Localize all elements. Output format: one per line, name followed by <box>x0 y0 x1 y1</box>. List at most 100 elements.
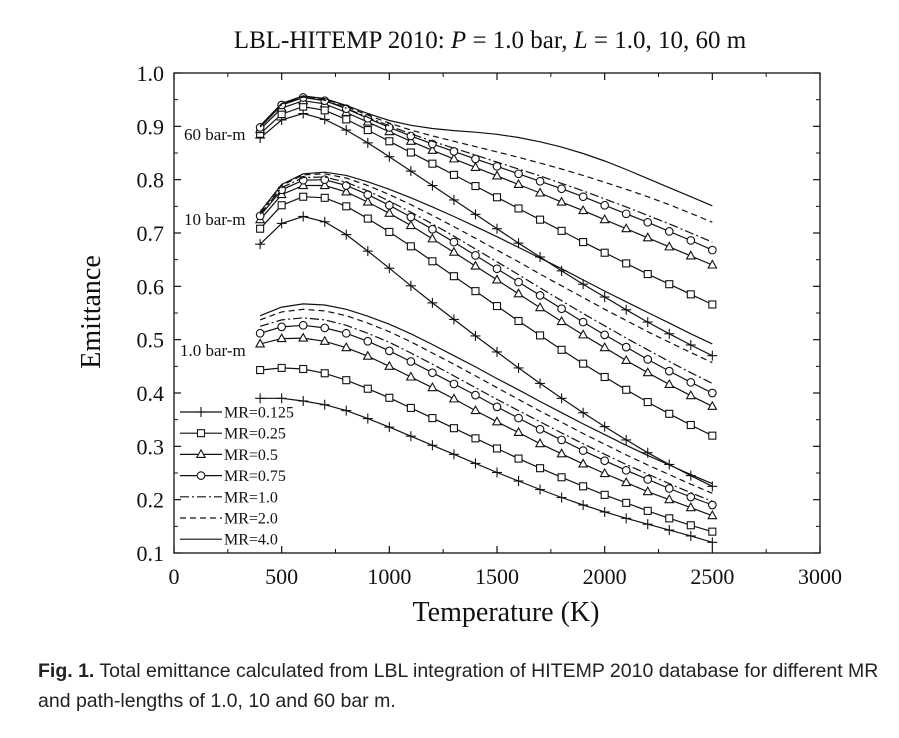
series-10-bar-m-mr-0-75-point <box>578 317 588 327</box>
series-1-0-bar-m-mr-0-25-point <box>643 506 652 515</box>
series-1-0-bar-m-mr-0-75-point <box>384 346 394 356</box>
series-10-bar-m-mr-0-25-point <box>428 257 437 266</box>
series-60-bar-m-mr-0-5-point <box>513 178 524 189</box>
series-60-bar-m-mr-0-5-point <box>427 144 438 154</box>
series-1-0-bar-m-mr-0-5-point <box>577 458 589 468</box>
series-10-bar-m-mr-0-25-point <box>622 385 631 394</box>
series-10-bar-m-mr-0-25-point <box>579 359 588 368</box>
series-10-bar-m-mr-0-25-point <box>686 420 695 430</box>
series-60-bar-m-mr-0-125-point <box>642 317 653 328</box>
legend-item-mr-0-5: MR=0.5 <box>180 447 278 464</box>
series-1-0-bar-m-mr-0-5-point <box>276 332 287 343</box>
series-1-0-bar-m-mr-0-75-point <box>600 456 610 466</box>
series-10-bar-m-mr-0-125-point <box>384 263 395 274</box>
series-10-bar-m-mr-0-125-point <box>341 229 352 240</box>
series-10-bar-m-mr-0-5-point <box>556 315 567 326</box>
series-60-bar-m-mr-0-25-point <box>557 226 566 235</box>
series-10-bar-m-mr-0-5-point <box>707 400 718 410</box>
series-10-bar-m-mr-0-25-point <box>536 331 545 340</box>
x-tick-label: 2500 <box>690 564 734 589</box>
x-tick-label: 500 <box>265 564 298 589</box>
series-10-bar-m-mr-0-25-point <box>665 409 674 418</box>
series-1-0-bar-m-mr-0-25-point <box>385 393 394 402</box>
series-60-bar-m-mr-0-25-point <box>428 159 437 168</box>
series-10-bar-m-mr-0-5-point <box>664 378 675 389</box>
series-10-bar-m-mr-0-125-point <box>707 481 718 492</box>
series-10-bar-m-mr-0-125-point <box>470 330 481 341</box>
series-1-0-bar-m-mr-0-125-point <box>664 525 675 536</box>
legend-label: MR=0.25 <box>224 426 286 443</box>
series-60-bar-m-mr-0-25-point <box>643 270 652 279</box>
series-1-0-bar-m-mr-0-125-point <box>384 422 395 433</box>
series-60-bar-m-mr-0-25-point <box>579 238 588 247</box>
series-1-0-bar-m-mr-0-125-point <box>556 492 567 503</box>
series-10-bar-m-mr-0-75-point <box>471 251 480 260</box>
series-1-0-bar-m-mr-0-125-point <box>535 484 546 495</box>
legend-item-mr-0-75: MR=0.75 <box>180 468 286 485</box>
legend-label: MR=4.0 <box>224 532 278 549</box>
series-10-bar-m-mr-0-125-point <box>664 459 675 470</box>
series-10-bar-m-mr-0-5-point <box>599 342 610 352</box>
series-10-bar-m-mr-0-75-point <box>664 366 674 376</box>
series-10-bar-m-mr-0-5-point <box>470 260 481 270</box>
series-10-bar-m-mr-0-25-point <box>600 372 609 382</box>
series-60-bar-m-mr-0-5-point <box>470 161 481 171</box>
series-60-bar-m-mr-0-75-point <box>643 217 653 227</box>
series-10-bar-m-mr-0-125-point <box>513 362 524 373</box>
series-60-bar-m-mr-0-5-line <box>259 100 713 266</box>
series-1-0-bar-m-mr-0-25-point <box>406 403 415 412</box>
series-10-bar-m-mr-0-125-point <box>642 447 653 458</box>
series-10-bar-m-mr-0-5-point <box>362 196 373 206</box>
y-tick-label: 0.7 <box>137 221 165 246</box>
series-1-0-bar-m-mr-0-125-point <box>685 530 696 541</box>
series-1-0-bar-m-mr-0-25-point <box>277 363 286 372</box>
series-60-bar-m-mr-0-25-point <box>385 137 394 146</box>
series-1-0-bar-m-mr-0-25-point <box>342 376 351 385</box>
series-60-bar-m-mr-0-125-point <box>621 304 632 315</box>
series-60-bar-m-mr-0-5-point <box>599 214 610 224</box>
series-1-0-bar-m-mr-0-5-point <box>621 476 632 487</box>
series-10-bar-m-mr-0-125-point <box>298 211 309 222</box>
series-1-0-bar-m-mr-0-75-point <box>557 435 566 445</box>
series-1-0-bar-m-mr-0-5-point <box>664 494 675 504</box>
series-10-bar-m-mr-0-125-point <box>599 421 610 432</box>
series-60-bar-m-mr-0-125-point <box>492 223 502 234</box>
series-1-0-bar-m-mr-0-25-line <box>260 367 713 533</box>
series-60-bar-m-mr-0-5-point <box>621 223 632 233</box>
series-10-bar-m-mr-0-5-point <box>685 390 696 400</box>
series-1-0-bar-m-mr-0-25-point <box>686 521 695 530</box>
series-10-bar-m-mr-0-25-point <box>514 316 523 326</box>
series-1-0-bar-m-mr-0-25-point <box>665 514 674 523</box>
series-1-0-bar-m-mr-0-75-point <box>707 500 717 510</box>
series-60-bar-m-mr-4-0-line <box>259 95 713 207</box>
series-10-bar-m-mr-0-25-point <box>277 201 286 210</box>
series-60-bar-m-mr-0-25-point <box>686 290 695 299</box>
legend-marker <box>196 471 206 480</box>
series-10-bar-m-mr-0-5-point <box>621 354 632 365</box>
series-10-bar-m-mr-0-75-point <box>621 342 631 352</box>
series-1-0-bar-m-mr-0-25-point <box>514 454 523 463</box>
series-60-bar-m-mr-0-5-point <box>556 196 567 206</box>
series-10-bar-m-mr-0-5-point <box>642 367 653 377</box>
series-60-bar-m-mr-0-75-point <box>449 147 459 156</box>
series-60-bar-m-mr-0-75-point <box>686 236 696 245</box>
y-tick-label: 0.2 <box>137 488 165 513</box>
series-1-0-bar-m-mr-0-25-point <box>622 498 631 507</box>
series-10-bar-m-mr-0-5-point <box>448 246 460 256</box>
series-10-bar-m-mr-0-5-point <box>491 274 503 284</box>
series-10-bar-m-mr-0-5-line <box>259 184 713 407</box>
x-tick-label: 1500 <box>475 564 519 589</box>
group-label-10-bar-m: 10 bar-m <box>184 210 246 229</box>
series-60-bar-m-mr-0-75-point <box>578 192 588 202</box>
legend-item-mr-0-25: MR=0.25 <box>180 426 286 443</box>
x-tick-label: 3000 <box>798 564 842 589</box>
series-1-0-bar-m-mr-0-75-point <box>664 484 674 493</box>
group-60-bar-m <box>254 93 718 361</box>
series-10-bar-m-mr-0-125-point <box>276 218 287 229</box>
axis-ticks: 0 500 1000 1500 2000 2500 3000 0.1 0.2 0.3 0.4 0.5 0… <box>137 61 843 589</box>
series-1-0-bar-m-mr-0-125-line <box>260 397 713 543</box>
series-1-0-bar-m-mr-0-5-point <box>599 467 610 478</box>
series-60-bar-m-mr-0-25-point <box>342 115 351 124</box>
series-1-0-bar-m-mr-0-75-point <box>363 336 373 346</box>
series-1-0-bar-m-mr-0-125-point <box>707 537 718 548</box>
